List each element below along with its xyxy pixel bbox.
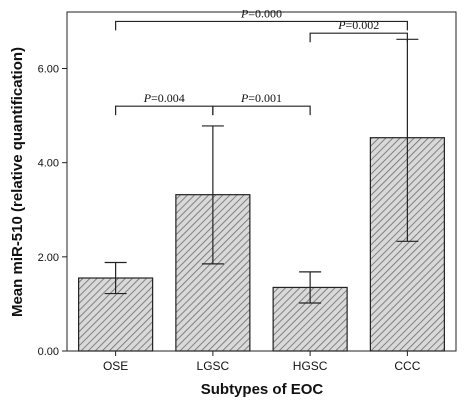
y-tick-label: 6.00 (38, 64, 59, 76)
p-value-label: P=0.002 (337, 18, 379, 32)
significance-bracket: P=0.001 (212, 91, 311, 116)
y-tick-label: 4.00 (38, 158, 59, 170)
bars-group (78, 137, 445, 352)
plot-frame (66, 11, 457, 352)
error-bars-group (104, 38, 419, 304)
significance-bracket: P=0.004 (115, 91, 214, 116)
error-bar-ose (104, 261, 127, 295)
x-tick-label: HGSC (293, 359, 328, 373)
error-bar-lgsc (201, 125, 224, 265)
p-value-label: P=0.000 (240, 6, 282, 20)
p-value-label: P=0.001 (240, 91, 282, 105)
x-tick-label: LGSC (197, 359, 230, 373)
y-tick-label: 2.00 (38, 252, 59, 264)
x-axis-label: Subtypes of EOC (201, 381, 324, 398)
y-axis: 0.00 2.00 4.00 6.00 (38, 64, 67, 358)
y-axis-label: Mean miR-510 (relative quantification) (9, 47, 26, 317)
error-bar-hgsc (299, 271, 322, 304)
p-value-label: P=0.004 (143, 91, 185, 105)
x-tick-label: OSE (103, 359, 128, 373)
significance-annotations: P=0.004 P=0.001 P=0.002 P=0.000 (115, 6, 408, 116)
significance-bracket: P=0.000 (115, 6, 408, 31)
x-tick-label: CCC (394, 359, 420, 373)
x-axis: OSE LGSC HGSC CCC (103, 351, 421, 373)
y-tick-label: 0.00 (38, 346, 59, 358)
